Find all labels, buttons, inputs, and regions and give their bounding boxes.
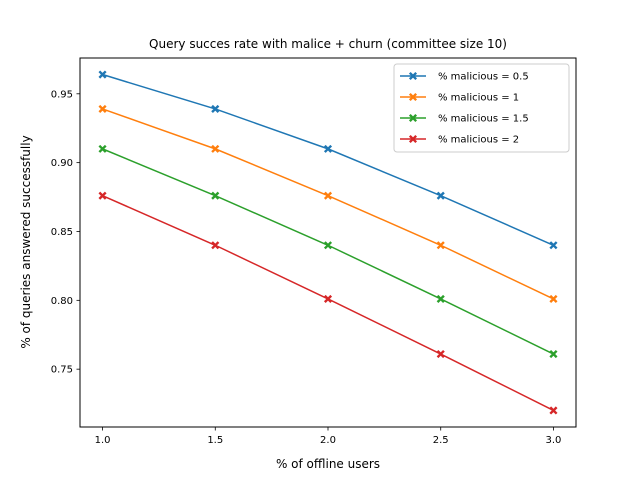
legend-label: % malicious = 1.5 [438, 114, 529, 125]
plot-area-frame [79, 57, 577, 428]
data-point [436, 241, 445, 250]
data-point [323, 144, 333, 153]
y-tick-label: 0.85 [51, 227, 73, 238]
data-point [436, 191, 445, 200]
legend: % malicious = 0.5 % malicious = 1 % malici… [393, 63, 570, 153]
x-tick-label: 1.5 [207, 435, 223, 446]
legend-items: % malicious = 0.5 % malicious = 1 % malici… [400, 72, 529, 146]
data-point [549, 241, 558, 250]
legend-item: % malicious = 2 [400, 135, 519, 146]
data-point [549, 349, 558, 359]
y-tick-label: 0.95 [51, 89, 73, 100]
legend-item: % malicious = 1 [400, 93, 519, 104]
series-1 [98, 70, 558, 250]
series-3 [98, 144, 558, 359]
x-axis-label: % of offline users [276, 457, 380, 471]
y-axis-label: % of queries answered successfully [19, 135, 33, 348]
x-tick-label: 2.0 [320, 435, 336, 446]
x-tick-label: 3.0 [546, 435, 562, 446]
data-point [549, 406, 558, 415]
data-point [98, 191, 107, 200]
legend-label: % malicious = 2 [438, 135, 519, 146]
legend-marker [408, 134, 418, 144]
data-point [98, 104, 107, 113]
x-tick-label: 2.5 [433, 435, 449, 446]
data-point [323, 241, 333, 250]
x-axis-ticks: 1.0 1.5 2.0 2.5 3.0 [95, 427, 562, 446]
legend-marker [408, 71, 418, 81]
data-point [323, 294, 333, 304]
series-4 [98, 191, 558, 415]
legend-item: % malicious = 0.5 [400, 72, 529, 83]
data-point [549, 294, 558, 304]
legend-marker [408, 113, 418, 123]
chart-title: Query succes rate with malice + churn (c… [149, 37, 507, 51]
x-tick-label: 1.0 [95, 435, 111, 446]
series-layer [98, 70, 558, 415]
y-tick-label: 0.75 [51, 365, 73, 376]
legend-box [393, 63, 570, 153]
data-point [436, 294, 445, 304]
data-point [323, 191, 333, 200]
data-point [98, 70, 107, 79]
legend-label: % malicious = 1 [438, 93, 519, 104]
legend-marker [408, 92, 418, 102]
data-point [98, 144, 107, 153]
data-point [211, 144, 220, 153]
data-point [436, 349, 445, 359]
data-point [211, 241, 220, 250]
data-point [211, 104, 220, 113]
y-tick-label: 0.80 [51, 296, 73, 307]
y-tick-label: 0.90 [51, 158, 73, 169]
data-point [211, 191, 220, 200]
legend-label: % malicious = 0.5 [438, 72, 529, 83]
y-axis-ticks: 0.75 0.80 0.85 0.90 0.95 [51, 89, 80, 376]
series-2 [98, 104, 558, 304]
legend-item: % malicious = 1.5 [400, 114, 529, 125]
